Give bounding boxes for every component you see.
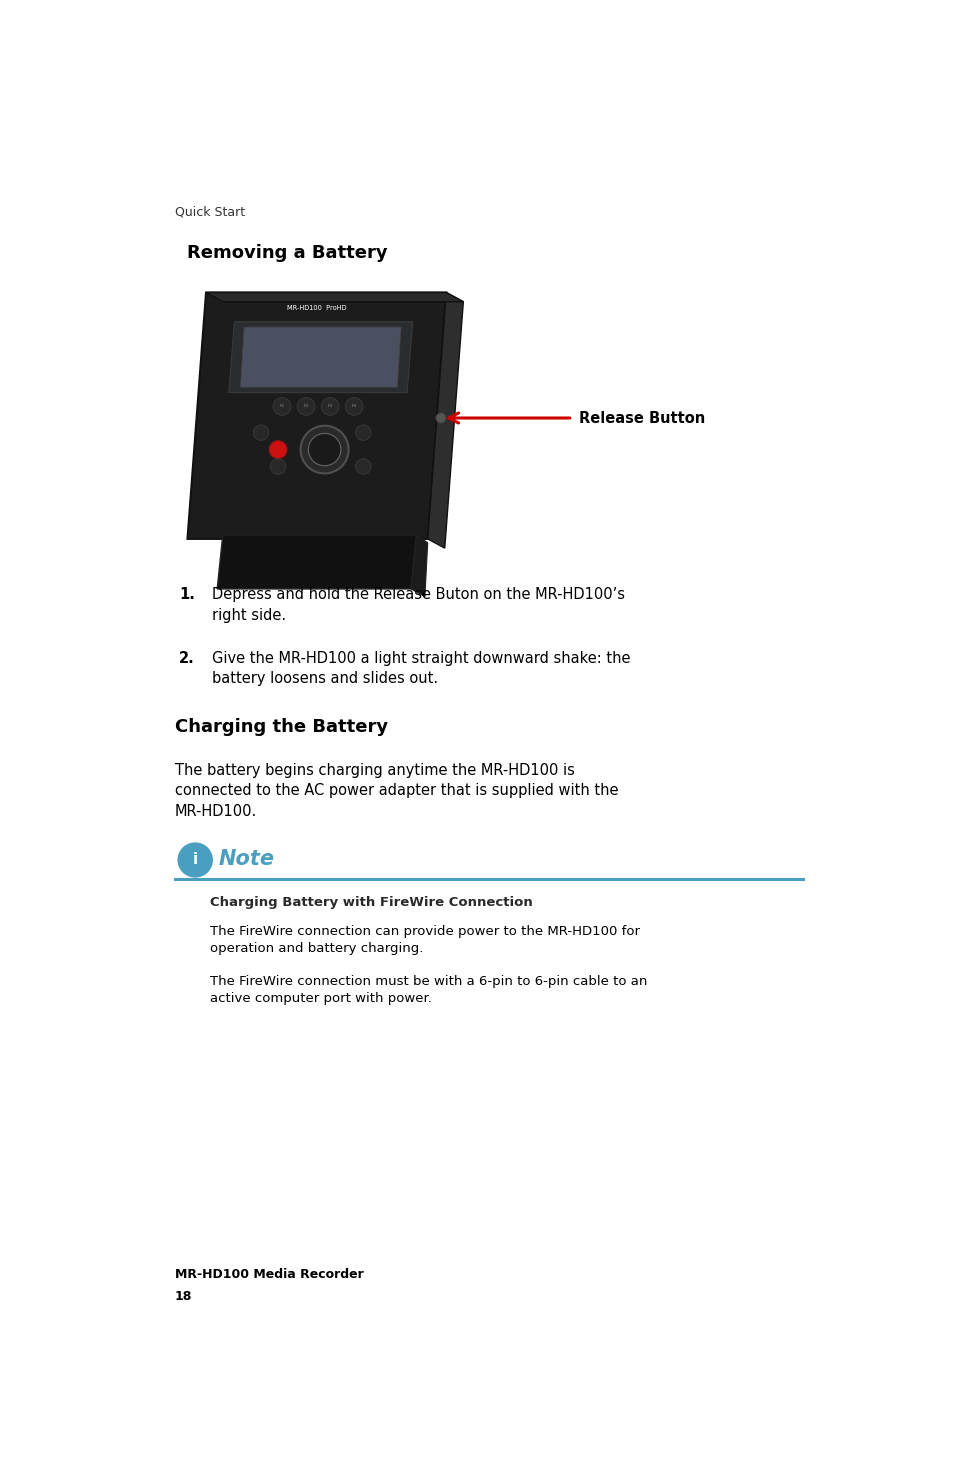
Text: The FireWire connection must be with a 6-pin to 6-pin cable to an
active compute: The FireWire connection must be with a 6… <box>210 975 647 1006</box>
Text: i: i <box>193 851 197 867</box>
Text: Charging Battery with FireWire Connection: Charging Battery with FireWire Connectio… <box>210 897 532 909</box>
Text: F3: F3 <box>327 404 333 409</box>
Text: F2: F2 <box>303 404 309 409</box>
Circle shape <box>269 441 287 459</box>
Circle shape <box>308 434 340 466</box>
Circle shape <box>436 413 445 423</box>
Circle shape <box>270 459 286 475</box>
Circle shape <box>178 844 212 878</box>
Circle shape <box>321 398 338 416</box>
Polygon shape <box>427 292 463 549</box>
Circle shape <box>273 398 291 416</box>
Text: F1: F1 <box>279 404 284 409</box>
Text: Removing a Battery: Removing a Battery <box>187 243 387 263</box>
Text: The battery begins charging anytime the MR-HD100 is
connected to the AC power ad: The battery begins charging anytime the … <box>174 763 618 819</box>
Text: 2.: 2. <box>179 650 194 665</box>
Circle shape <box>300 426 348 473</box>
Polygon shape <box>206 292 463 302</box>
Polygon shape <box>229 322 413 392</box>
Circle shape <box>355 425 371 441</box>
Text: Depress and hold the Release Buton on the MR-HD100’s
right side.: Depress and hold the Release Buton on th… <box>212 587 624 622</box>
Text: Quick Start: Quick Start <box>174 205 245 218</box>
Text: 18: 18 <box>174 1289 193 1302</box>
Text: Charging the Battery: Charging the Battery <box>174 718 388 736</box>
Text: Release Button: Release Button <box>578 410 704 425</box>
Polygon shape <box>240 327 400 388</box>
Text: Give the MR-HD100 a light straight downward shake: the
battery loosens and slide: Give the MR-HD100 a light straight downw… <box>212 650 630 686</box>
Text: 1.: 1. <box>179 587 194 602</box>
Text: MR-HD100  ProHD: MR-HD100 ProHD <box>287 305 346 311</box>
Circle shape <box>253 425 269 441</box>
Circle shape <box>296 398 314 416</box>
Circle shape <box>355 459 371 475</box>
Text: F4: F4 <box>351 404 356 409</box>
Polygon shape <box>187 292 446 538</box>
Text: Note: Note <box>218 850 274 869</box>
Text: MR-HD100 Media Recorder: MR-HD100 Media Recorder <box>174 1268 363 1282</box>
Polygon shape <box>411 535 427 597</box>
Polygon shape <box>217 535 416 589</box>
Text: The FireWire connection can provide power to the MR-HD100 for
operation and batt: The FireWire connection can provide powe… <box>210 925 639 956</box>
Circle shape <box>345 398 362 416</box>
